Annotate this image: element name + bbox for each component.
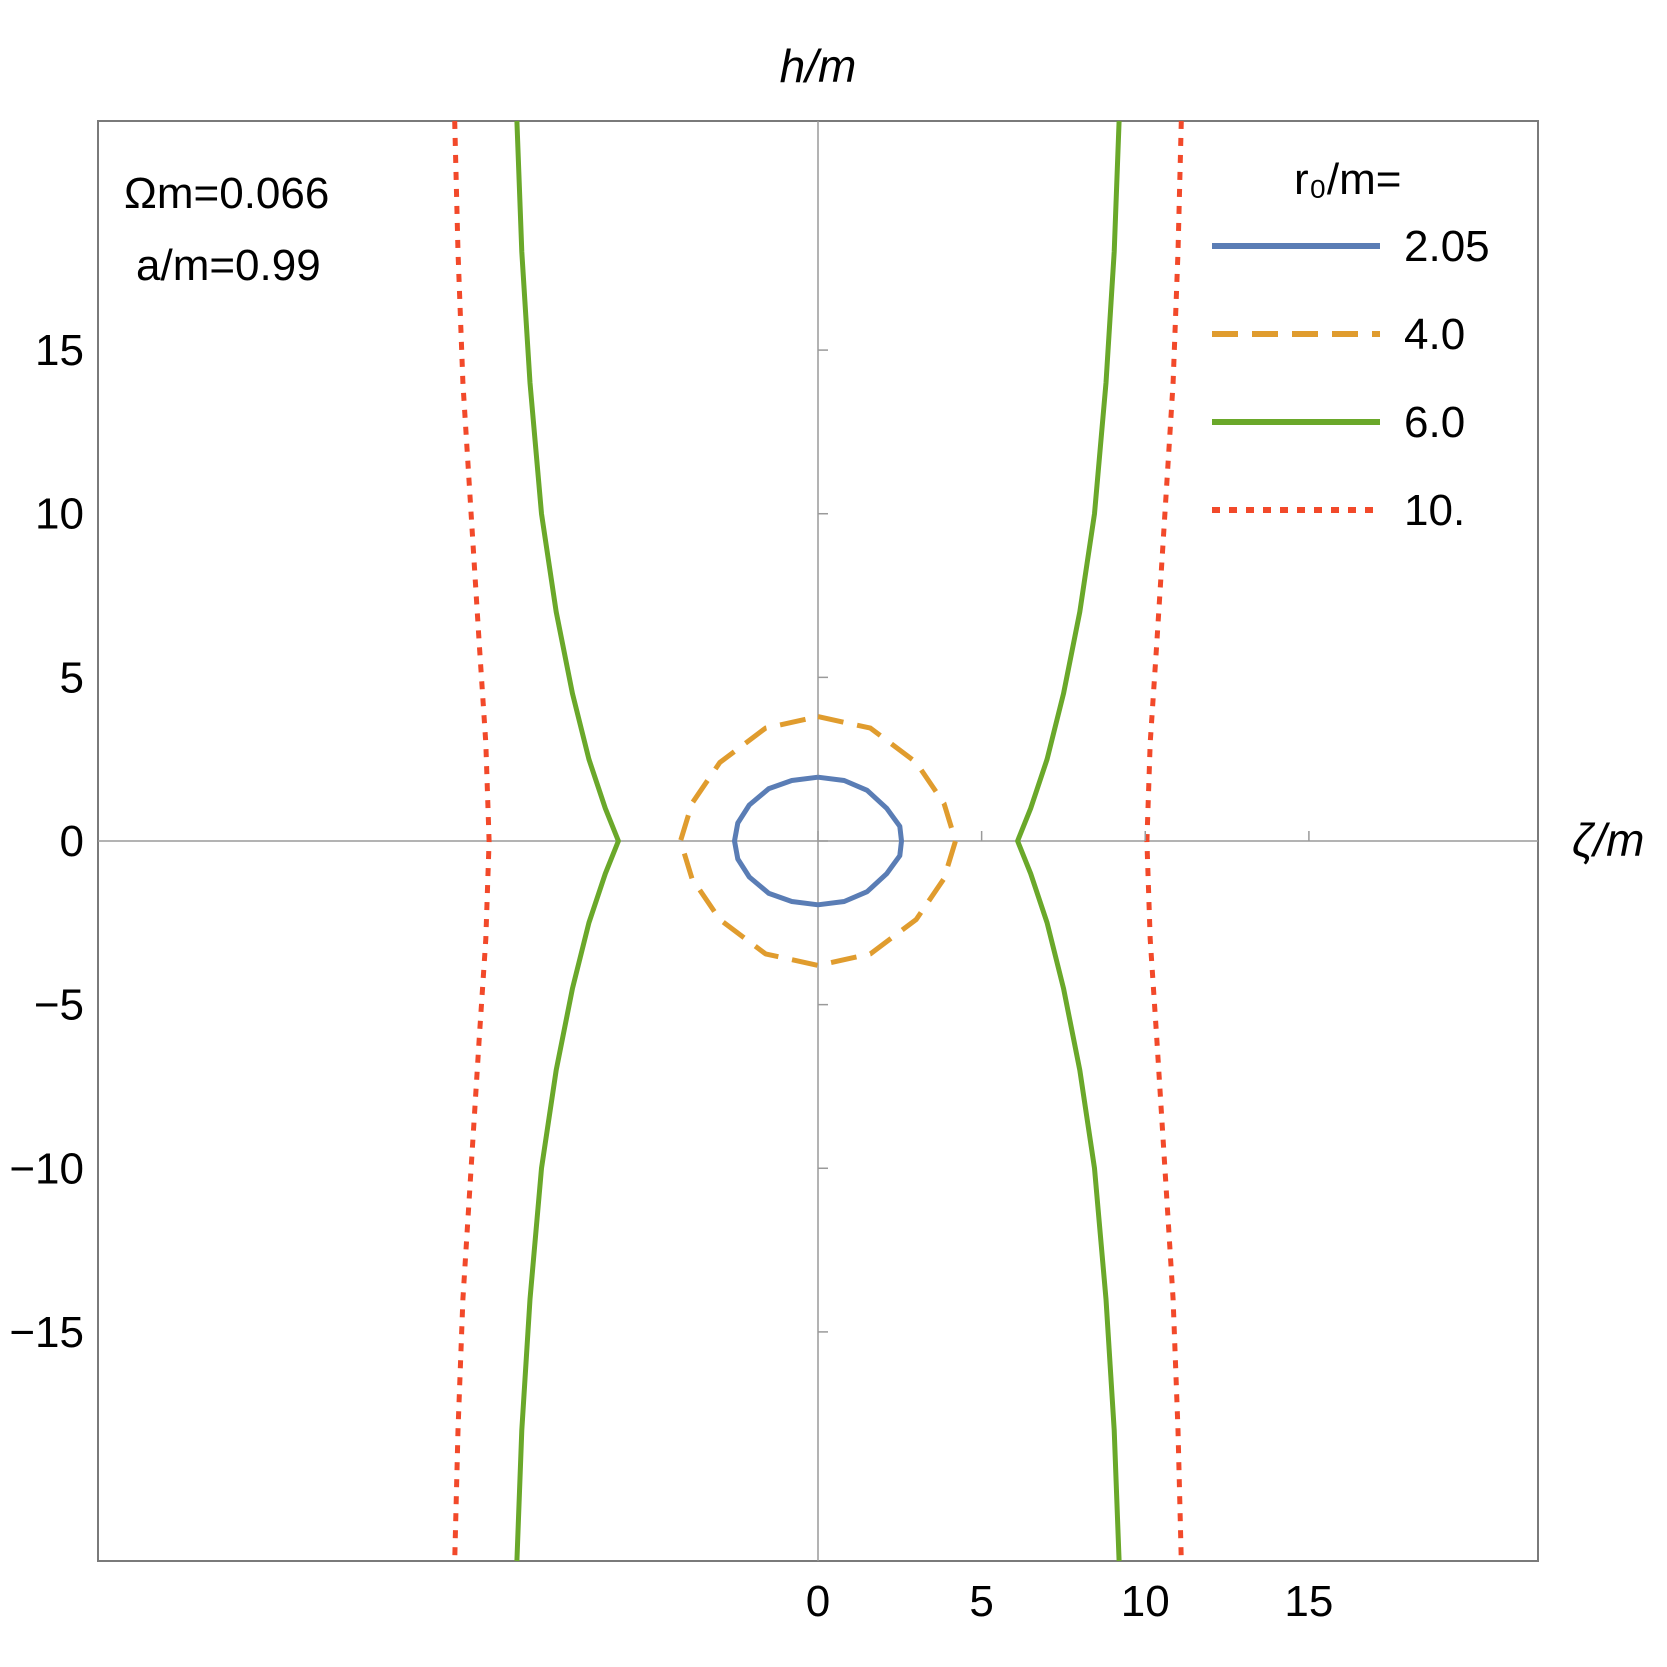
y-tick-label: −5 <box>34 981 84 1030</box>
legend: 2.05 4.0 6.0 10. <box>1212 222 1490 535</box>
x-tick-label: 5 <box>969 1577 993 1626</box>
x-tick-label: 15 <box>1284 1577 1333 1626</box>
series-layer <box>452 120 1184 1562</box>
x-axis-title: ζ/m <box>1572 814 1644 866</box>
series-10.-curve-1 <box>452 120 492 1562</box>
x-tick-label: 10 <box>1121 1577 1170 1626</box>
series-6.0-curve-1 <box>514 120 621 1562</box>
series-2.05-curve-0 <box>732 774 904 908</box>
series-10.-curve-0 <box>1144 120 1184 1562</box>
legend-label: 2.05 <box>1404 222 1490 271</box>
x-ticks: 0 5 10 15 <box>806 831 1333 1626</box>
y-tick-label: 15 <box>35 326 84 375</box>
legend-title: r₀/m= <box>1294 155 1402 204</box>
y-ticks: 15 10 5 0 −5 −10 −15 <box>9 326 828 1357</box>
series-6.0-curve-0 <box>1015 120 1122 1562</box>
series-4.0-curve-0 <box>678 714 958 968</box>
y-tick-label: 5 <box>60 653 84 702</box>
y-tick-label: −15 <box>9 1308 84 1357</box>
annotation-spin: a/m=0.99 <box>136 241 321 290</box>
annotation-omega: Ωm=0.066 <box>124 169 329 218</box>
legend-label: 4.0 <box>1404 310 1465 359</box>
y-tick-label: 10 <box>35 490 84 539</box>
y-axis-title: h/m <box>780 40 857 92</box>
y-tick-label: −10 <box>9 1144 84 1193</box>
y-tick-label: 0 <box>60 817 84 866</box>
x-tick-label: 0 <box>806 1577 830 1626</box>
legend-label: 6.0 <box>1404 398 1465 447</box>
legend-label: 10. <box>1404 486 1465 535</box>
